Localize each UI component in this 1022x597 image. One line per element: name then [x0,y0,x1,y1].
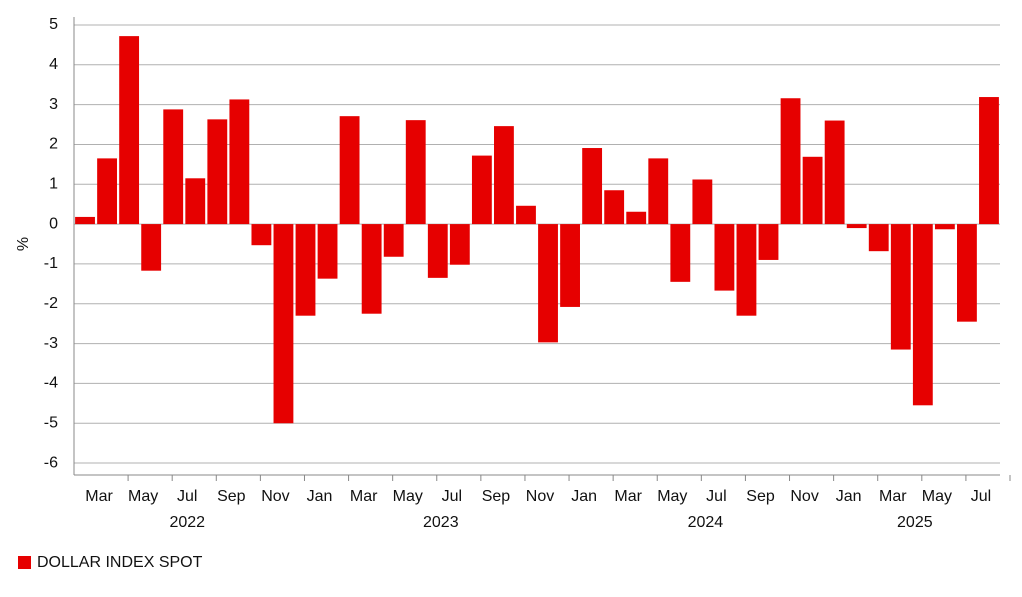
bar [273,224,294,424]
bar [141,224,162,271]
x-tick-label: Nov [261,488,289,505]
x-tick-label: Mar [879,488,907,505]
bar [295,224,316,316]
x-tick-label: May [657,488,687,505]
x-tick-label: Mar [614,488,642,505]
y-tick-label: 3 [49,96,58,113]
bar [494,126,514,225]
x-tick-label: Jan [571,488,597,505]
x-tick-label: Nov [526,488,554,505]
bar [890,224,911,350]
bar [670,224,691,282]
bar [251,224,272,246]
x-tick-label: Sep [482,488,511,505]
bar [582,148,603,225]
y-tick-label: -1 [44,255,58,272]
bar [471,155,492,225]
bar [75,216,95,225]
year-label: 2025 [897,514,933,531]
bar [758,224,779,260]
x-tick-label: May [922,488,952,505]
bar [692,179,713,225]
y-tick-label: -5 [44,414,58,431]
bar [846,224,867,229]
bar [97,158,117,225]
y-tick-label: 2 [49,136,58,153]
y-axis-label: % [15,237,32,251]
bar [339,116,360,225]
x-tick-label: Nov [790,488,818,505]
y-tick-label: -3 [44,335,58,352]
year-label: 2024 [688,514,724,531]
bar [427,224,448,278]
x-tick-label: Mar [85,488,113,505]
x-tick-label: Jan [836,488,862,505]
bar [626,211,647,225]
bar [802,156,823,225]
x-tick-label: May [128,488,158,505]
bar [979,97,999,225]
x-tick-label: Sep [217,488,246,505]
bar [229,99,250,225]
bar [185,178,206,225]
bar [538,224,558,343]
legend-swatch [18,556,31,569]
y-tick-label: 4 [49,56,58,73]
x-tick-label: Mar [350,488,378,505]
y-tick-label: -2 [44,295,58,312]
bar [449,224,470,265]
y-tick-label: 5 [49,16,58,33]
bar [736,224,757,316]
x-tick-label: Jul [706,488,726,505]
bar [361,224,382,314]
y-tick-label: 1 [49,175,58,192]
bar [516,205,536,225]
bar [119,36,140,225]
bar [912,224,933,406]
x-tick-label: Jul [442,488,462,505]
bar [714,224,735,291]
bar [560,224,580,307]
x-tick-label: Jul [971,488,991,505]
bar [957,224,977,322]
x-tick-label: May [393,488,423,505]
y-tick-label: -4 [44,375,58,392]
x-tick-label: Sep [746,488,775,505]
y-tick-label: 0 [49,215,58,232]
bar [934,224,955,230]
bar [405,120,426,225]
year-label: 2022 [169,514,205,531]
x-tick-label: Jan [307,488,333,505]
bar [383,224,404,257]
x-tick-label: Jul [177,488,197,505]
y-tick-label: -6 [44,454,58,471]
bar [648,158,669,225]
bar [317,224,338,279]
year-label: 2023 [423,514,459,531]
bar [780,98,801,225]
bar [163,109,184,225]
bar [868,224,889,252]
legend-label: DOLLAR INDEX SPOT [37,554,203,571]
bar [604,190,625,225]
bar [824,120,845,225]
bar [207,119,228,225]
